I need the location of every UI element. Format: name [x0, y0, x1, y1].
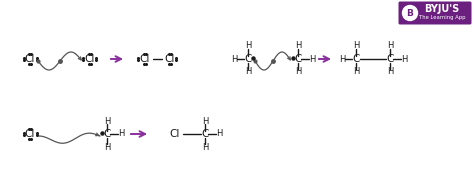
FancyBboxPatch shape [399, 1, 472, 24]
Text: BYJU'S: BYJU'S [424, 5, 460, 14]
Text: H: H [231, 54, 237, 64]
Text: C: C [352, 54, 360, 64]
Text: C: C [294, 54, 301, 64]
Text: H: H [387, 41, 393, 50]
Circle shape [402, 5, 418, 20]
Text: H: H [118, 129, 124, 138]
Text: C: C [103, 129, 111, 139]
Text: H: H [339, 54, 345, 64]
Text: H: H [104, 117, 110, 125]
Text: C: C [244, 54, 252, 64]
Text: H: H [245, 68, 251, 77]
Text: Cl: Cl [25, 129, 35, 139]
Text: The Learning App: The Learning App [419, 15, 465, 20]
Text: H: H [387, 68, 393, 77]
Text: Cl: Cl [25, 54, 35, 64]
Text: Cl: Cl [85, 54, 95, 64]
Text: Cl: Cl [170, 129, 180, 139]
Text: H: H [401, 54, 407, 64]
Text: H: H [216, 129, 222, 138]
Text: H: H [309, 54, 315, 64]
Text: C: C [386, 54, 394, 64]
Text: H: H [295, 41, 301, 50]
Text: H: H [295, 68, 301, 77]
Text: Cl: Cl [165, 54, 175, 64]
Text: C: C [201, 129, 209, 139]
Text: H: H [202, 117, 208, 125]
Text: H: H [104, 142, 110, 151]
Text: H: H [202, 142, 208, 151]
Text: Cl: Cl [140, 54, 150, 64]
Text: B: B [407, 9, 413, 18]
Text: H: H [353, 41, 359, 50]
Text: H: H [353, 68, 359, 77]
Text: H: H [245, 41, 251, 50]
